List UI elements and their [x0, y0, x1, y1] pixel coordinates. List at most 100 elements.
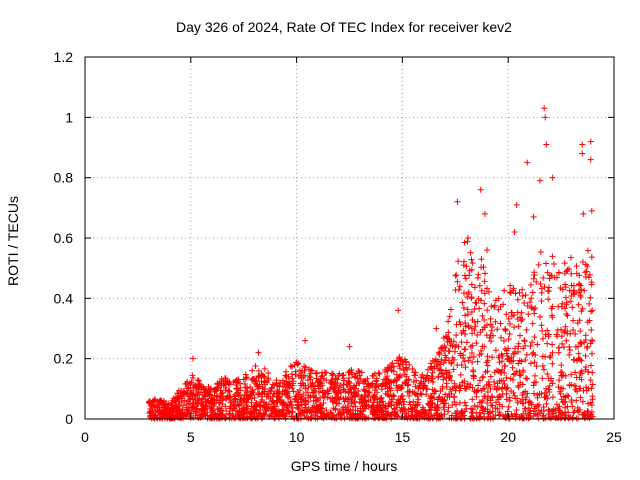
- data-point: [369, 411, 376, 418]
- data-point: [542, 353, 549, 360]
- data-point: [527, 407, 534, 414]
- data-point: [497, 369, 504, 376]
- data-point: [252, 402, 259, 409]
- data-point: [528, 295, 535, 302]
- data-point: [537, 249, 544, 256]
- data-point: [503, 347, 510, 354]
- data-point: [474, 318, 481, 325]
- data-point: [469, 330, 476, 337]
- data-point: [469, 396, 476, 403]
- data-point: [302, 401, 309, 408]
- data-point: [464, 235, 471, 241]
- data-point: [556, 377, 563, 384]
- data-point: [210, 403, 217, 410]
- data-point: [414, 401, 421, 408]
- data-point: [302, 395, 309, 402]
- data-point: [261, 379, 268, 386]
- data-point: [153, 403, 160, 410]
- data-point: [413, 377, 420, 384]
- data-point: [267, 406, 274, 413]
- data-point: [587, 156, 594, 163]
- data-point: [492, 318, 499, 325]
- data-point: [571, 408, 578, 415]
- data-point: [529, 339, 536, 346]
- data-point: [568, 399, 575, 406]
- data-point: [586, 271, 593, 278]
- data-point: [517, 332, 524, 339]
- data-point: [241, 380, 248, 387]
- data-point: [443, 375, 450, 382]
- data-point: [455, 258, 462, 265]
- data-point: [589, 381, 596, 388]
- data-point: [512, 370, 519, 377]
- data-point: [462, 331, 469, 338]
- data-point: [480, 410, 487, 417]
- data-point: [411, 369, 418, 376]
- data-point: [373, 378, 380, 385]
- data-point: [549, 314, 556, 321]
- data-point: [252, 402, 259, 409]
- data-point: [523, 375, 530, 382]
- data-point: [468, 281, 475, 288]
- data-point: [154, 404, 161, 411]
- data-point: [583, 387, 590, 394]
- data-point: [531, 272, 538, 279]
- data-point: [350, 392, 357, 399]
- data-point: [292, 371, 299, 378]
- data-point: [560, 399, 567, 406]
- data-point: [540, 415, 547, 422]
- data-point: [414, 412, 421, 419]
- data-point: [437, 398, 444, 405]
- data-point: [433, 325, 440, 332]
- data-point: [370, 392, 377, 399]
- data-point: [461, 408, 468, 415]
- data-point: [502, 413, 509, 420]
- data-point: [290, 378, 297, 385]
- data-point: [319, 382, 326, 389]
- data-point: [439, 344, 446, 351]
- data-point: [294, 388, 301, 395]
- data-point: [489, 408, 496, 415]
- data-point: [549, 174, 556, 181]
- data-point: [569, 403, 576, 410]
- data-point: [588, 279, 595, 286]
- data-point: [429, 378, 436, 385]
- data-point: [566, 351, 573, 358]
- data-point: [244, 395, 251, 402]
- data-point: [582, 273, 589, 280]
- data-point: [443, 384, 450, 390]
- data-point: [513, 407, 520, 414]
- data-point: [539, 375, 546, 382]
- data-point: [393, 377, 400, 384]
- data-point: [535, 407, 542, 414]
- data-point: [177, 409, 184, 416]
- data-point: [345, 369, 352, 376]
- data-point: [517, 379, 524, 386]
- data-point: [380, 402, 387, 409]
- data-point: [347, 385, 354, 392]
- data-point: [175, 403, 182, 410]
- data-point: [304, 377, 311, 384]
- data-point: [578, 368, 585, 375]
- data-point: [204, 388, 211, 395]
- data-point: [412, 372, 419, 379]
- data-point: [558, 303, 565, 310]
- data-point: [261, 378, 268, 385]
- data-point: [295, 373, 302, 380]
- data-point: [453, 272, 460, 279]
- data-point: [285, 408, 292, 415]
- data-point: [370, 372, 377, 379]
- data-point: [579, 141, 586, 148]
- data-point: [514, 395, 521, 402]
- data-point: [279, 377, 286, 384]
- data-point: [570, 326, 577, 333]
- data-point: [542, 260, 549, 267]
- data-point: [538, 289, 545, 296]
- data-point: [282, 372, 289, 379]
- data-point: [378, 386, 385, 393]
- data-point: [583, 268, 590, 275]
- data-point: [476, 415, 483, 422]
- data-point: [427, 395, 434, 402]
- data-point: [378, 394, 385, 401]
- data-point: [461, 346, 468, 353]
